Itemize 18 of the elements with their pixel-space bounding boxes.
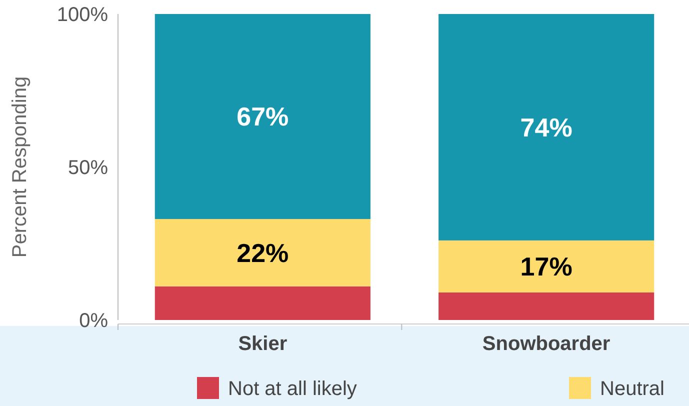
x-tick-label: Snowboarder bbox=[482, 333, 610, 355]
data-label: 22% bbox=[236, 238, 289, 268]
legend-label: Neutral bbox=[600, 378, 664, 400]
data-label: 74% bbox=[520, 112, 572, 142]
bar bbox=[438, 14, 654, 240]
data-label: 67% bbox=[236, 102, 289, 132]
data-label: 17% bbox=[520, 252, 572, 282]
bar bbox=[154, 219, 370, 286]
y-tick-label: 50% bbox=[68, 157, 108, 179]
x-tick-label: Skier bbox=[238, 333, 288, 355]
y-tick-label: 100% bbox=[56, 4, 108, 26]
y-tick-label: 0% bbox=[79, 310, 108, 332]
bar bbox=[438, 240, 654, 292]
bar bbox=[154, 14, 370, 220]
y-axis-title: Percent Responding bbox=[9, 76, 31, 258]
bar bbox=[438, 292, 654, 320]
bar bbox=[154, 286, 370, 320]
legend-label: Not at all likely bbox=[228, 378, 357, 400]
